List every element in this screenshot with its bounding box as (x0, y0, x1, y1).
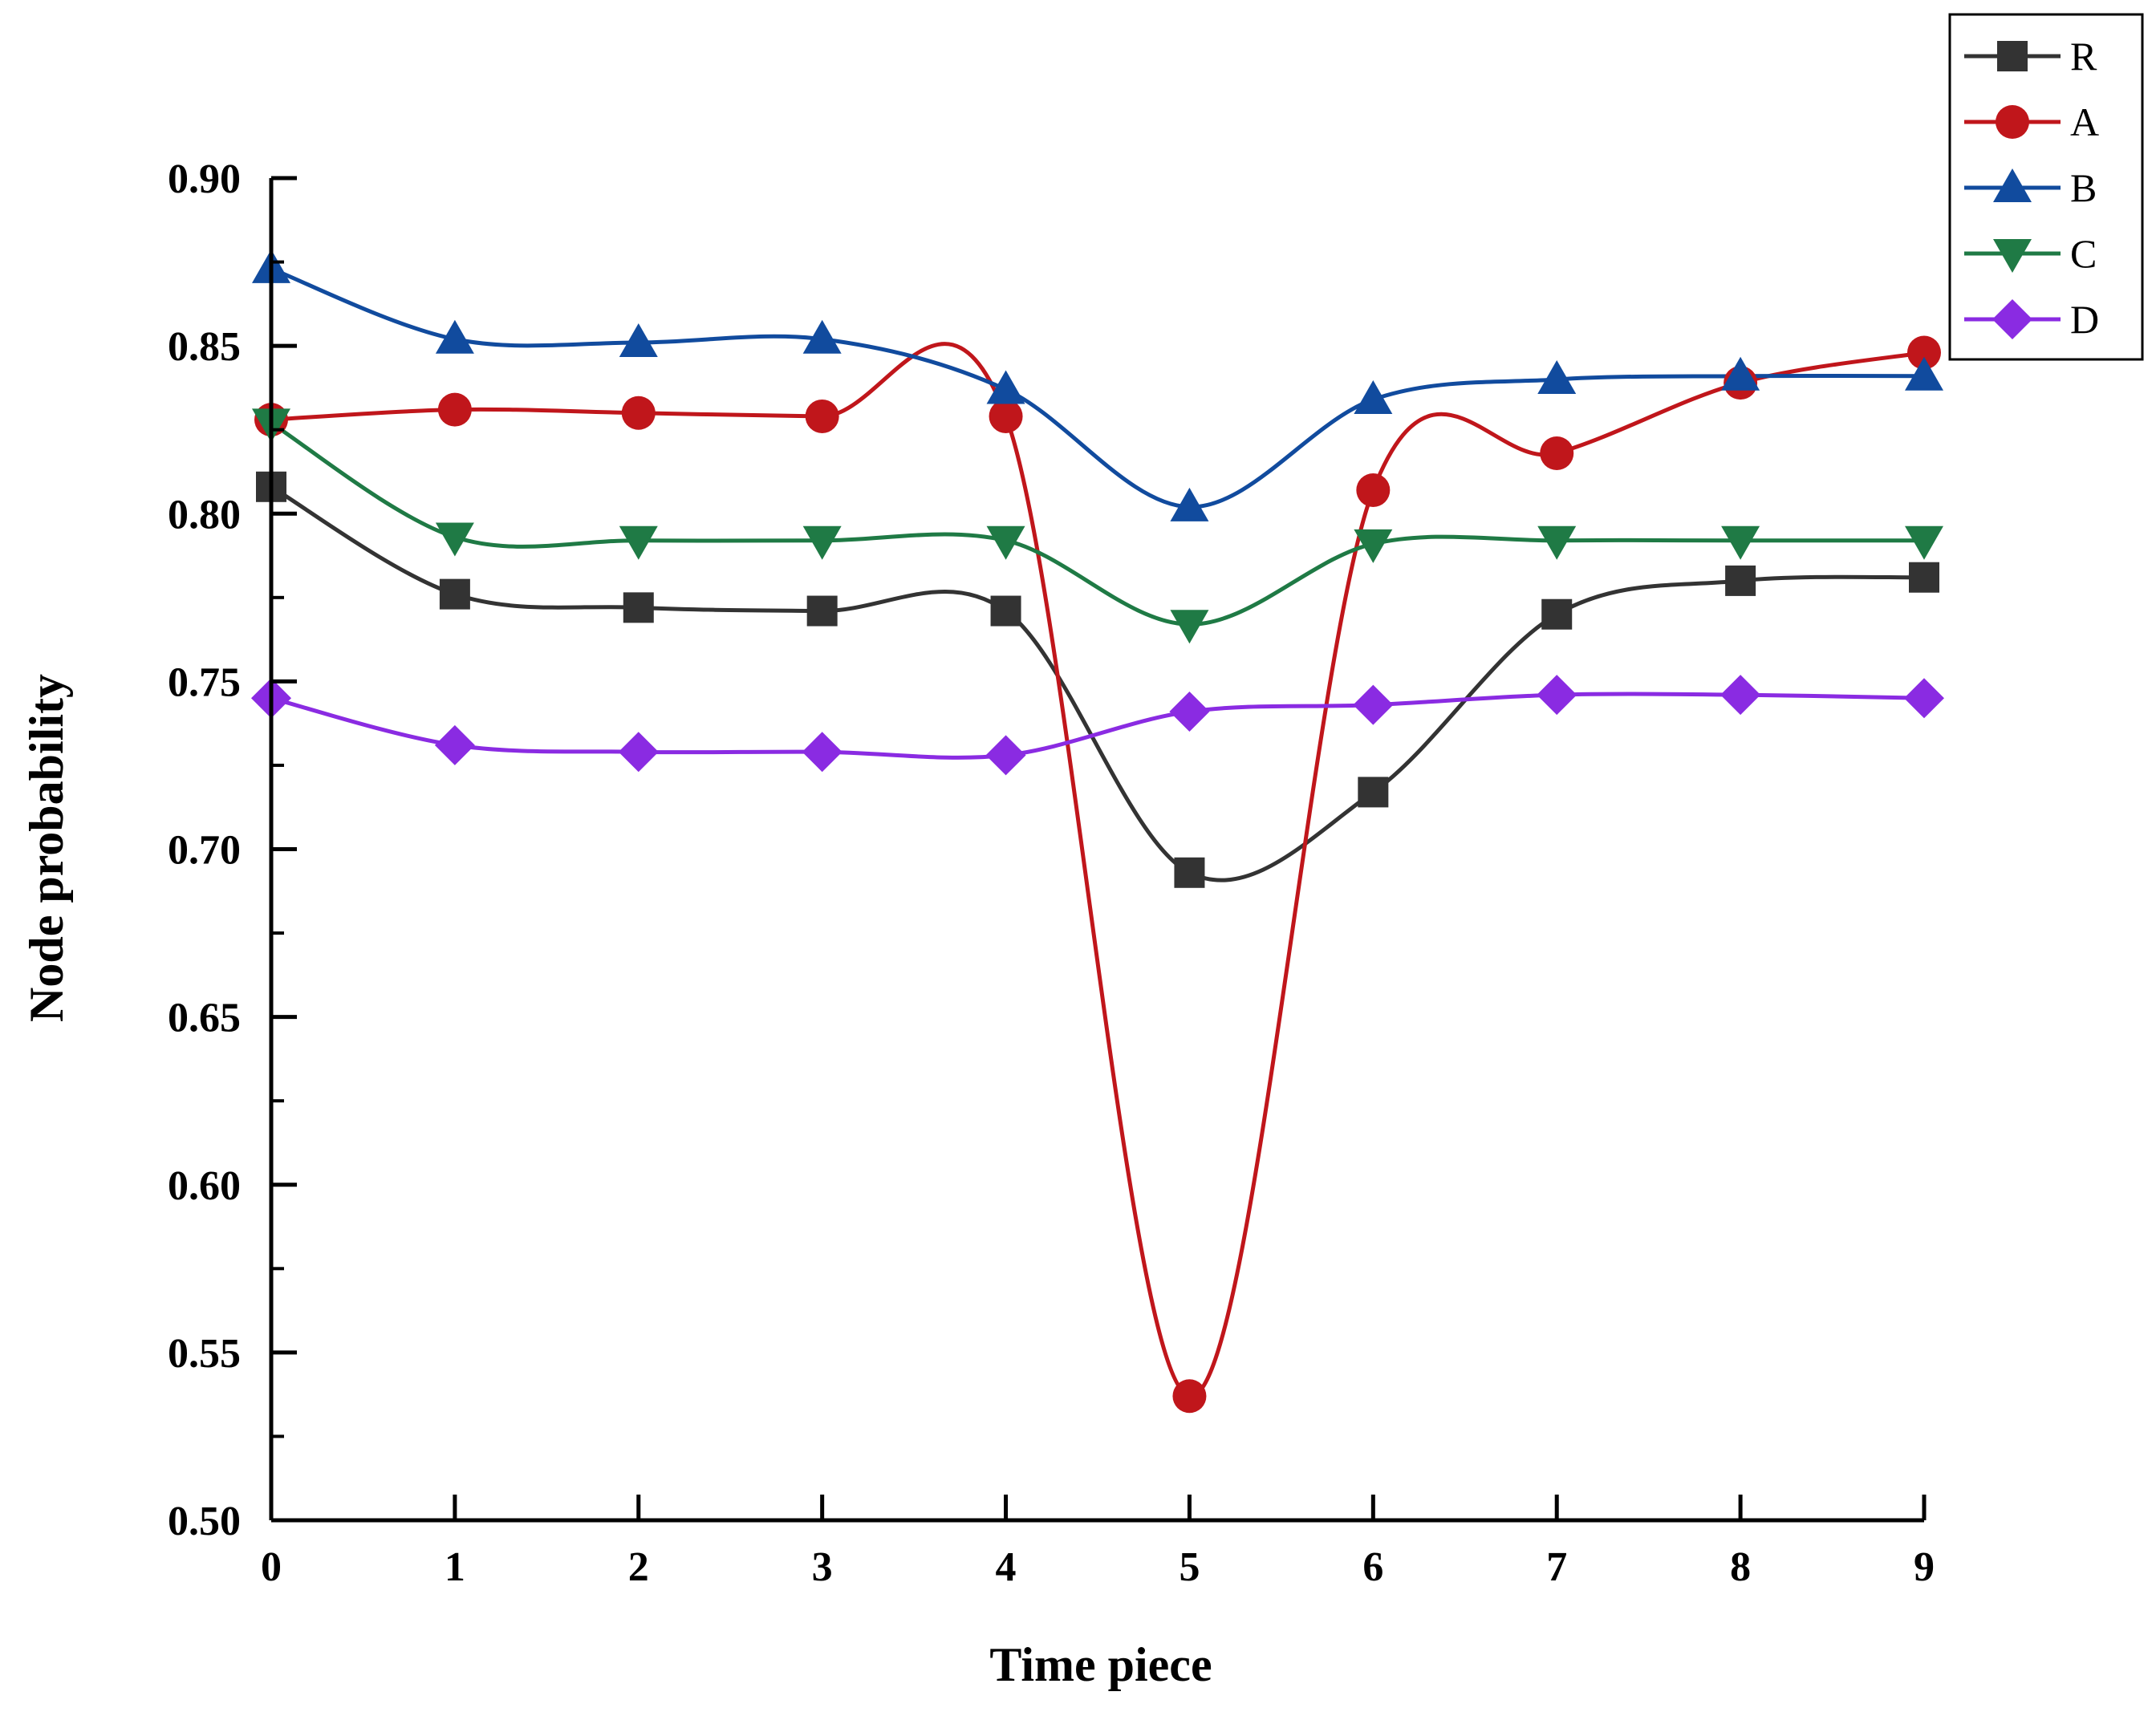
data-point-d (1720, 675, 1761, 716)
x-tick-label: 2 (628, 1544, 649, 1590)
data-point-d (1169, 692, 1210, 732)
data-point-b (1354, 380, 1393, 415)
y-axis-title: Node probability (20, 674, 73, 1022)
data-point-r (1541, 598, 1573, 630)
data-point-a (1356, 473, 1391, 507)
data-point-r (623, 592, 654, 623)
data-point-a (621, 396, 656, 430)
data-point-r (439, 578, 470, 610)
x-tick-label: 6 (1362, 1544, 1383, 1590)
legend-label-r: R (2070, 34, 2097, 79)
legend-marker-c (1993, 239, 2032, 273)
data-point-b (435, 319, 474, 354)
x-tick-label: 0 (261, 1544, 282, 1590)
y-tick-label: 0.70 (168, 828, 241, 874)
legend-label-a: A (2070, 99, 2099, 144)
data-point-a (805, 399, 839, 433)
legend-marker-b (1993, 168, 2032, 202)
y-tick-label: 0.75 (168, 659, 241, 705)
y-tick-label: 0.65 (168, 996, 241, 1041)
x-tick-label: 4 (996, 1544, 1017, 1590)
data-point-c (1170, 610, 1209, 644)
y-tick-label: 0.85 (168, 324, 241, 370)
x-tick-label: 3 (812, 1544, 833, 1590)
data-point-b (986, 370, 1025, 404)
data-point-r (1174, 857, 1205, 888)
data-point-a (1907, 335, 1941, 370)
y-tick-label: 0.90 (168, 156, 241, 202)
legend-marker-a (1996, 105, 2029, 139)
data-point-d (434, 724, 475, 765)
data-point-r (990, 595, 1021, 627)
data-point-r (1358, 777, 1389, 808)
series-line-b (270, 266, 1925, 509)
legend-label-c: C (2070, 231, 2097, 276)
plot-markers (251, 249, 1944, 1414)
data-point-d (985, 735, 1026, 776)
x-tick-label: 7 (1546, 1544, 1567, 1590)
y-tick-label: 0.50 (168, 1499, 241, 1544)
legend-marker-r (1997, 41, 2028, 71)
axes: 0.50 0.55 0.60 0.65 0.70 0.75 0.80 0.85 0.90 0 1 2 3… (168, 156, 1935, 1590)
data-point-d (1537, 675, 1577, 716)
data-point-c (435, 522, 474, 557)
data-point-a (1540, 436, 1574, 470)
x-tick-label: 5 (1179, 1544, 1200, 1590)
x-axis-title: Time piece (989, 1638, 1212, 1691)
series-line-d (270, 692, 1925, 760)
data-point-d (618, 732, 659, 773)
data-point-a (989, 399, 1023, 433)
y-tick-label: 0.55 (168, 1331, 241, 1377)
series-line-r (270, 485, 1925, 882)
data-point-a (437, 392, 472, 427)
legend-label-b: B (2070, 165, 2097, 210)
y-tick-label: 0.80 (168, 492, 241, 538)
data-point-b (619, 323, 658, 357)
data-point-c (1905, 525, 1943, 560)
data-point-b (1170, 487, 1209, 521)
data-point-d (802, 732, 843, 773)
data-point-b (802, 319, 842, 354)
legend-marker-d (1992, 299, 2032, 339)
plot-lines (270, 266, 1925, 1398)
legend-label-d: D (2070, 297, 2099, 342)
series-line-c (270, 421, 1924, 627)
data-point-c (1537, 525, 1577, 560)
x-tick-label: 8 (1730, 1544, 1751, 1590)
data-point-c (1354, 529, 1393, 563)
y-tick-label: 0.60 (168, 1163, 241, 1209)
data-point-d (1904, 678, 1944, 719)
data-point-b (1537, 359, 1577, 394)
x-tick-label: 9 (1914, 1544, 1935, 1590)
data-point-b (1721, 356, 1760, 391)
data-point-c (619, 525, 658, 560)
data-point-c (802, 525, 842, 560)
data-point-r (806, 595, 838, 627)
x-tick-label: 1 (445, 1544, 465, 1590)
data-point-r (1909, 562, 1939, 593)
series-line-a (270, 342, 1925, 1398)
data-point-d (1353, 684, 1394, 725)
data-point-r (1725, 565, 1756, 596)
data-point-c (986, 525, 1025, 560)
data-point-c (1721, 525, 1760, 560)
data-point-a (1172, 1379, 1207, 1414)
data-point-b (1905, 356, 1943, 391)
